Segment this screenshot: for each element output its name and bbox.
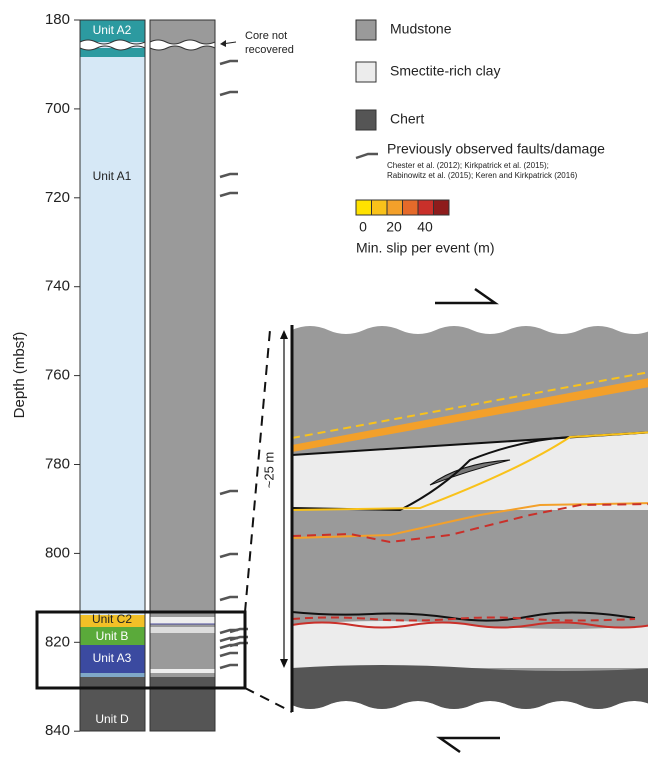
fault-symbol <box>219 191 238 198</box>
fault-symbol <box>219 552 238 559</box>
fault-symbols <box>219 59 248 670</box>
unit-label: Unit D <box>95 712 129 726</box>
y-tick-label: 700 <box>45 100 70 117</box>
unit-label: Unit A3 <box>93 651 132 665</box>
y-tick-label: 820 <box>45 633 70 650</box>
legend-label: Previously observed faults/damage <box>387 141 605 157</box>
unit-label: Unit C2 <box>92 612 132 626</box>
legend-label: Smectite-rich clay <box>390 63 500 79</box>
unit-label: Unit B <box>96 629 129 643</box>
y-tick-label: 760 <box>45 367 70 384</box>
annotation-arrowhead <box>220 40 226 47</box>
y-tick-label: 780 <box>45 455 70 472</box>
legend-swatch <box>355 19 377 41</box>
legend-swatch <box>355 61 377 83</box>
zoom-connector <box>244 329 271 613</box>
lithology-column <box>149 19 216 732</box>
zoom-box <box>35 610 247 690</box>
reference: Chester et al. (2012); Kirkpatrick et al… <box>387 161 549 170</box>
scale-tick: 40 <box>417 219 433 235</box>
legend-swatch <box>355 109 377 131</box>
shear-arrow <box>435 287 499 305</box>
legend-label: Chert <box>390 111 424 127</box>
scale-tick: 0 <box>359 219 367 235</box>
annotation: Core not <box>245 30 287 42</box>
legend-fault-symbol <box>355 152 378 160</box>
y-tick-label: 720 <box>45 189 70 206</box>
scale-label: Min. slip per event (m) <box>356 240 494 256</box>
shear-arrow <box>436 736 500 754</box>
slip-scale <box>355 199 450 216</box>
fault-symbol <box>219 663 238 670</box>
reference: Rabinowitz et al. (2015); Keren and Kirk… <box>387 171 578 180</box>
axis-label: Depth (mbsf) <box>11 332 28 419</box>
fault-symbol <box>219 489 238 496</box>
fault-symbol <box>219 59 238 66</box>
unit-label: Unit A1 <box>93 169 132 183</box>
inset <box>290 325 648 712</box>
fault-symbol <box>219 595 238 602</box>
fault-symbol <box>219 172 238 179</box>
unit-label: Unit A2 <box>93 23 132 37</box>
legend-label: Mudstone <box>390 21 452 37</box>
fault-symbol <box>219 90 238 97</box>
fault-symbol <box>219 651 238 658</box>
y-tick-label: 840 <box>45 722 70 739</box>
y-tick-label: 800 <box>45 544 70 561</box>
annotation: recovered <box>245 44 294 56</box>
scale-tick: 20 <box>386 219 402 235</box>
zoom-connector <box>244 687 293 713</box>
thickness-label: ~25 m <box>261 452 276 489</box>
y-tick-label: 180 <box>45 11 70 28</box>
y-tick-label: 740 <box>45 278 70 295</box>
